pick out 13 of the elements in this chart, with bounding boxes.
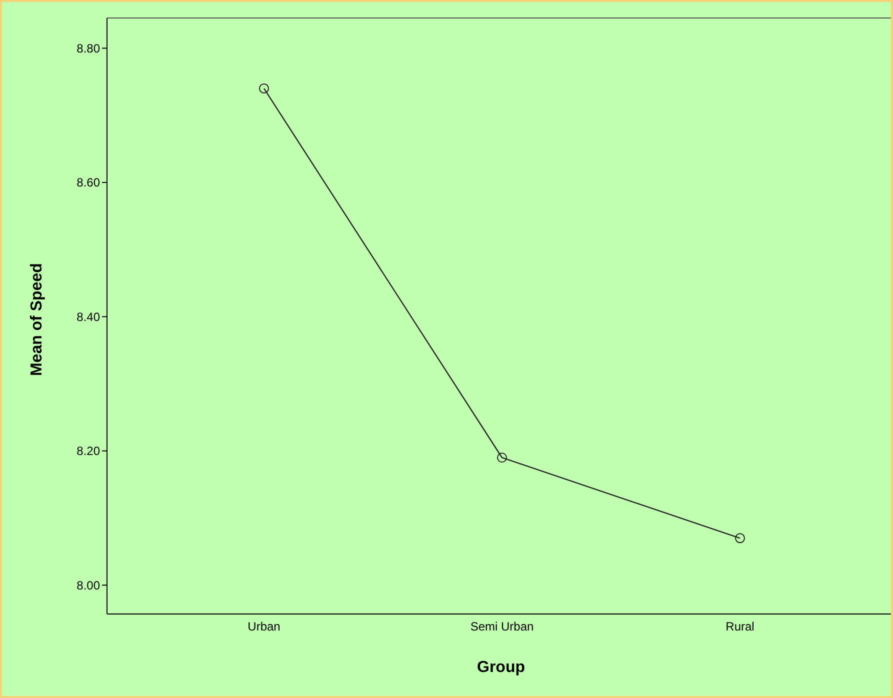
y-tick-label: 8.00 <box>76 578 100 592</box>
y-tick-label: 8.80 <box>76 41 100 56</box>
y-tick-label: 8.40 <box>76 310 100 324</box>
point <box>497 452 507 463</box>
point <box>259 83 269 94</box>
point <box>735 533 745 544</box>
x-tick-label: Rural <box>726 620 754 634</box>
x-tick-label: Semi Urban <box>470 620 534 634</box>
x-axis-title: Group <box>477 659 526 676</box>
y-tick-label: 8.20 <box>76 444 100 458</box>
y-tick-label: 8.60 <box>76 176 100 190</box>
x-tick-label: Urban <box>248 620 280 634</box>
y-axis-title: Mean of Speed <box>28 263 46 376</box>
